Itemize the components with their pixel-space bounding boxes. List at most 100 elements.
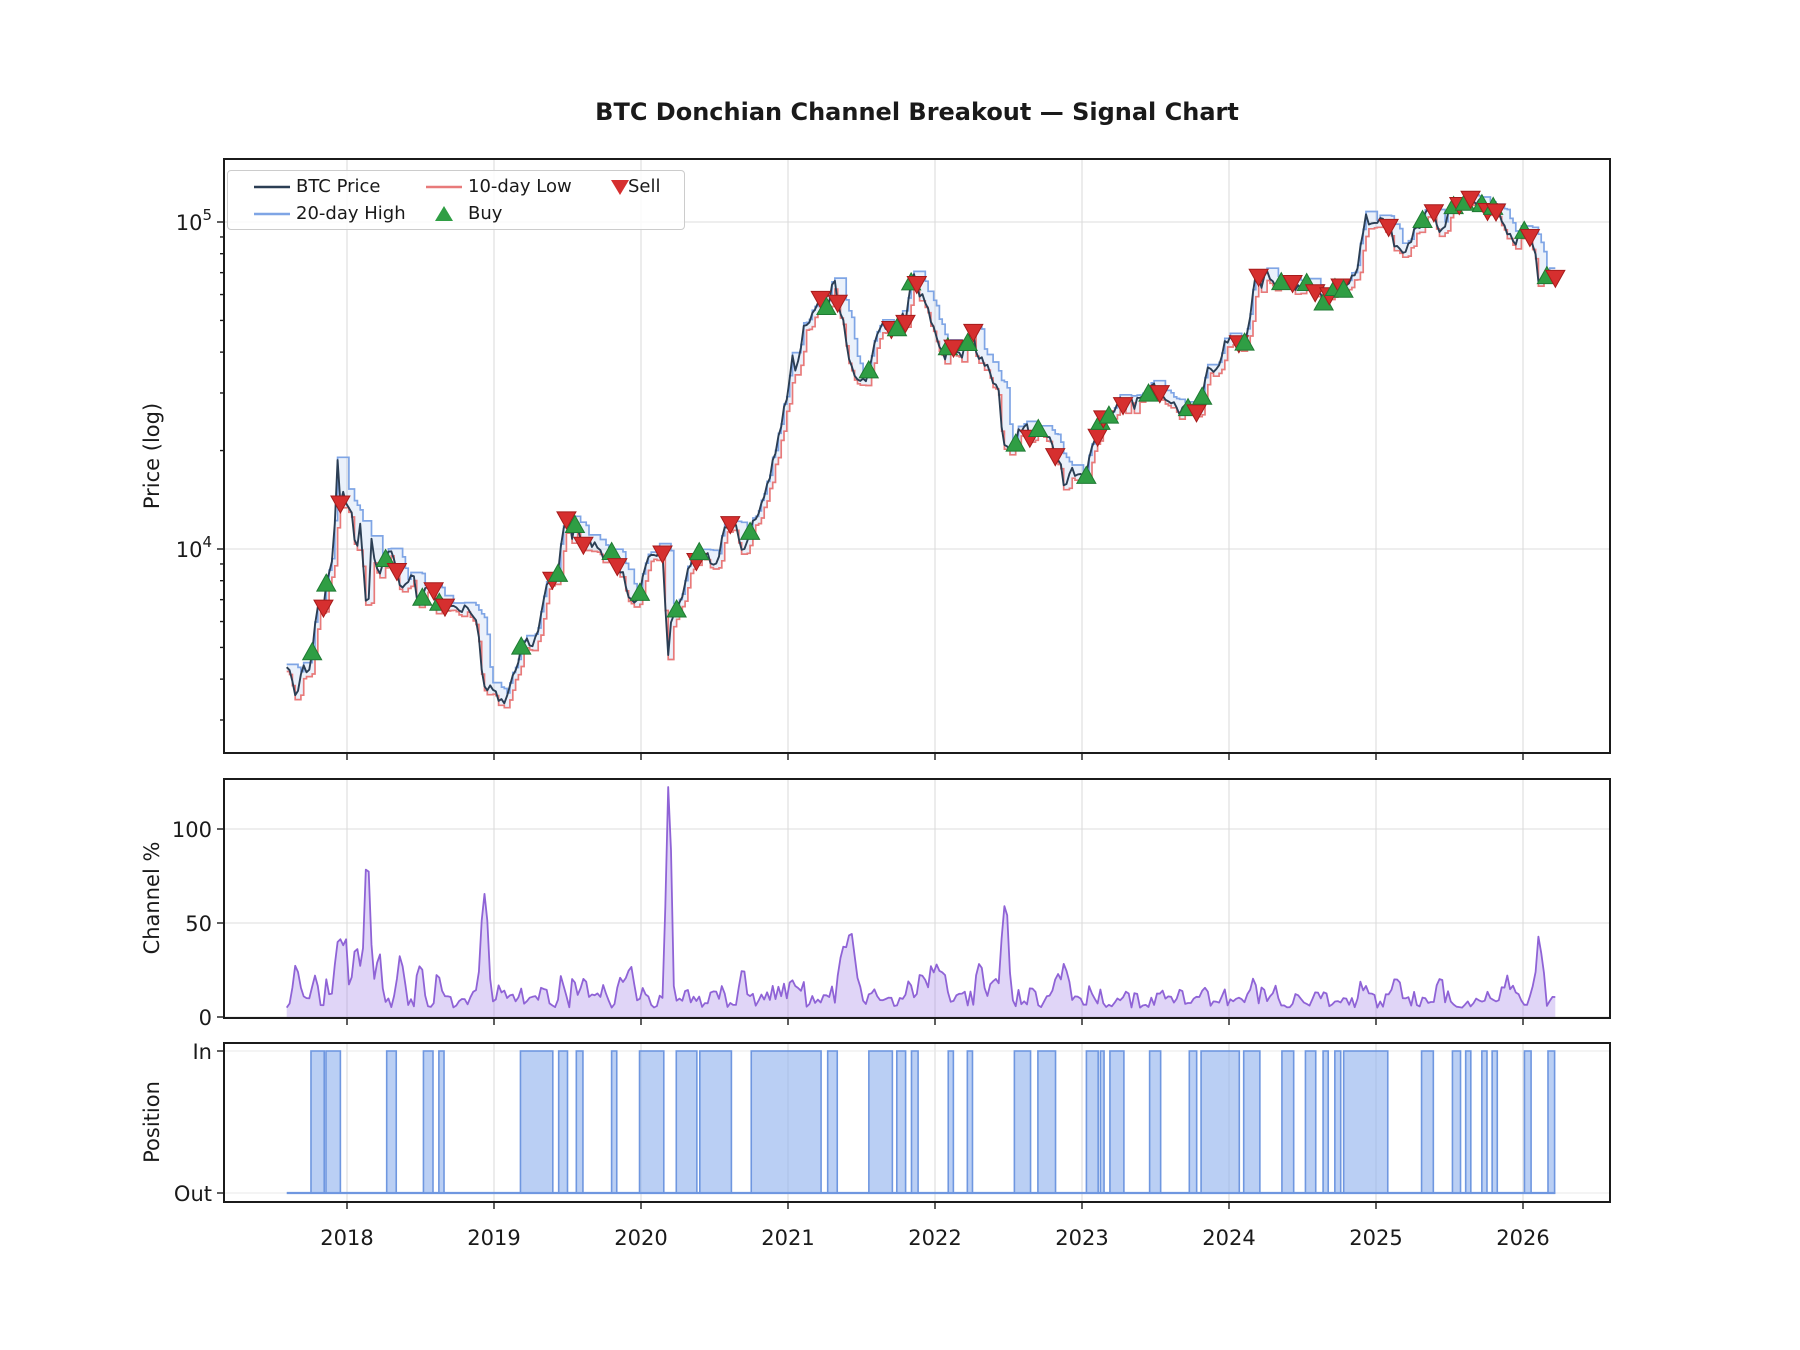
position-bar: [947, 1050, 955, 1194]
position-bar: [610, 1050, 618, 1194]
btc-price-legend-swatch: [254, 185, 290, 189]
buy-marker: [858, 359, 880, 379]
sell-marker: [1519, 229, 1541, 248]
axes-frame: [223, 1042, 1611, 1203]
sell-marker: [1485, 203, 1507, 223]
position-bar: [1281, 1050, 1295, 1194]
price-axis-label: Price (log): [140, 402, 164, 510]
position-bar: [1304, 1050, 1317, 1194]
position-bar: [1481, 1050, 1488, 1194]
buy-marker: [1234, 332, 1255, 351]
position-bar: [1451, 1050, 1462, 1194]
buy-marker: [816, 296, 837, 316]
channel-tick-label: 50: [185, 912, 212, 936]
position-bar: [1085, 1050, 1099, 1194]
position-bar: [1037, 1050, 1057, 1194]
position-bar: [438, 1050, 445, 1194]
position-bar: [1188, 1050, 1198, 1194]
position-bar: [1148, 1050, 1162, 1194]
position-tick-label: In: [192, 1040, 212, 1064]
buy-marker: [739, 521, 761, 540]
x-tick-label: 2022: [908, 1226, 961, 1250]
sell-marker: [1544, 269, 1566, 289]
sell-marker: [1149, 385, 1171, 404]
buy-marker: [315, 573, 337, 592]
sell-marker: [556, 511, 577, 530]
position-bar: [750, 1050, 822, 1194]
price-subplot: [286, 194, 1556, 709]
position-bar: [1242, 1050, 1261, 1194]
sell-marker: [1044, 448, 1066, 467]
channel-pct-line: [285, 786, 1556, 1009]
sell-marker: [1423, 204, 1445, 223]
position-bar: [966, 1050, 974, 1194]
x-tick-label: 2021: [761, 1226, 814, 1250]
buy-marker: [1098, 405, 1120, 424]
20-day-high-legend-label: 20-day High: [296, 203, 406, 224]
position-bar: [519, 1050, 554, 1194]
position-bar: [1099, 1050, 1105, 1194]
position-tick-label: Out: [174, 1182, 212, 1206]
sell-marker: [386, 563, 408, 582]
sell-marker: [1282, 274, 1303, 294]
buy-marker: [375, 548, 396, 568]
x-tick-label: 2024: [1202, 1226, 1255, 1250]
sell-marker: [1087, 428, 1108, 448]
10-day-low-legend-swatch: [426, 185, 462, 189]
sell-marker: [423, 582, 445, 601]
x-tick-label: 2019: [467, 1226, 520, 1250]
buy-marker: [301, 641, 323, 661]
position-bar: [1342, 1050, 1389, 1194]
buy-marker: [411, 587, 433, 606]
position-bar: [1013, 1050, 1032, 1194]
channel-tick-label: 0: [199, 1006, 212, 1030]
channel-tick-label: 100: [172, 818, 212, 842]
sell-marker: [906, 276, 928, 295]
position-bar: [1109, 1050, 1125, 1194]
buy-marker: [688, 541, 710, 561]
position-bar: [868, 1050, 894, 1194]
signal-markers: [301, 190, 1566, 661]
price-tick-label: 104: [176, 533, 212, 562]
sell-legend-label: Sell: [628, 176, 661, 197]
sell-marker: [434, 598, 456, 618]
price-tick-label: 105: [176, 206, 212, 235]
position-bar: [575, 1050, 584, 1194]
sell-marker: [606, 558, 628, 577]
buy-marker: [564, 514, 586, 533]
position-bar: [910, 1050, 919, 1194]
sell-marker: [719, 516, 741, 535]
x-tick-label: 2018: [320, 1226, 373, 1250]
position-bar: [1464, 1050, 1472, 1194]
position-subplot: [286, 1050, 1556, 1195]
position-bar: [1491, 1050, 1499, 1194]
x-tick-label: 2025: [1349, 1226, 1402, 1250]
position-bar: [638, 1050, 665, 1194]
position-bar: [895, 1050, 907, 1194]
buy-marker: [1191, 386, 1213, 405]
position-bar: [1322, 1050, 1330, 1194]
buy-marker: [666, 598, 687, 618]
sell-marker: [1248, 268, 1270, 288]
sell-marker: [330, 495, 351, 514]
channel-axis-label: Channel %: [140, 841, 164, 955]
buy-marker: [1138, 383, 1159, 402]
position-bar: [557, 1050, 569, 1194]
buy-marker: [547, 563, 569, 582]
buy-marker: [629, 582, 651, 601]
sell-marker: [1112, 397, 1134, 416]
buy-legend-swatch: [435, 206, 453, 221]
position-bar: [826, 1050, 839, 1194]
sell-marker: [895, 314, 916, 334]
position-bar: [422, 1050, 434, 1194]
sell-marker: [1304, 284, 1326, 303]
sell-marker: [962, 323, 984, 343]
channel-subplot: [285, 786, 1556, 1017]
buy-marker: [1005, 433, 1027, 452]
donchian-band: [286, 195, 1556, 708]
position-bar: [1420, 1050, 1435, 1194]
x-tick-label: 2026: [1496, 1226, 1549, 1250]
chart-title: BTC Donchian Channel Breakout — Signal C…: [595, 98, 1239, 126]
buy-marker: [510, 636, 532, 655]
